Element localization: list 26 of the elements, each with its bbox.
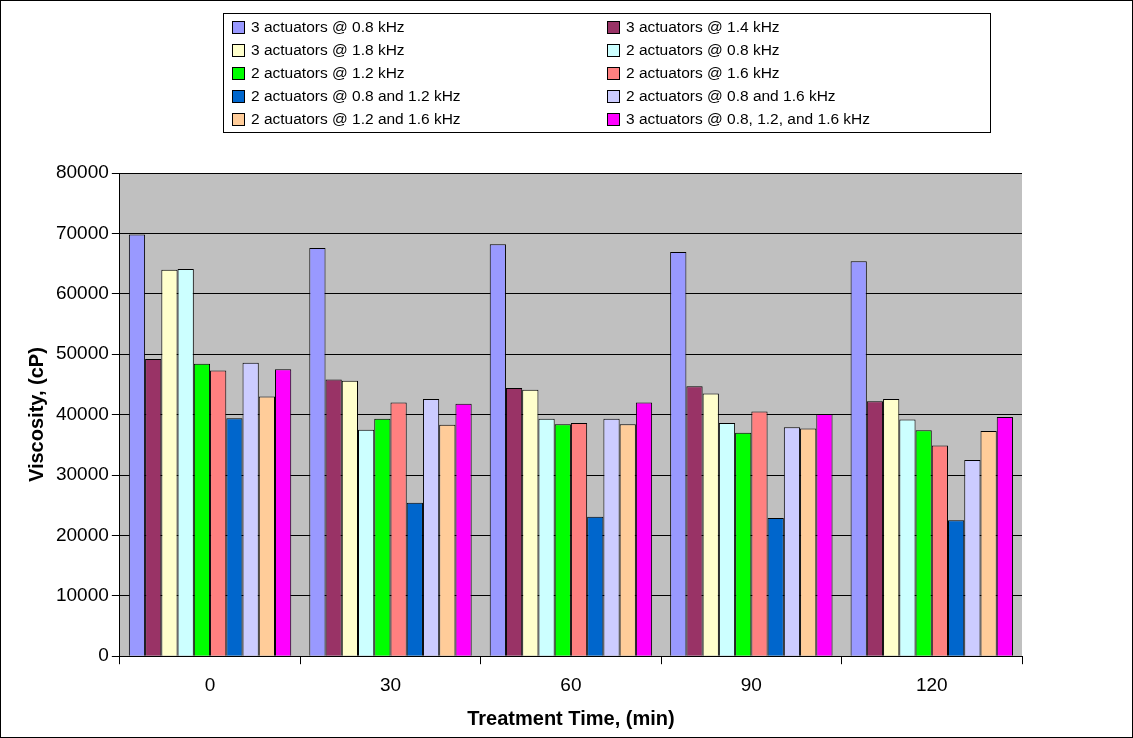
legend-label: 3 actuators @ 0.8 kHz: [251, 18, 405, 36]
legend-label: 2 actuators @ 0.8 kHz: [626, 41, 780, 59]
y-tick-label: 30000: [55, 463, 109, 485]
y-tick-label: 70000: [55, 221, 109, 243]
legend-label: 2 actuators @ 1.2 kHz: [251, 64, 405, 82]
legend-label: 3 actuators @ 1.8 kHz: [251, 41, 405, 59]
x-tick-label: 60: [560, 673, 582, 695]
legend-label: 2 actuators @ 1.2 and 1.6 kHz: [251, 110, 461, 128]
legend-label: 2 actuators @ 0.8 and 1.2 kHz: [251, 87, 461, 105]
legend-label: 3 actuators @ 1.4 kHz: [626, 18, 780, 36]
x-tick-label: 120: [915, 673, 948, 695]
y-tick-label: 60000: [55, 282, 109, 304]
y-tick-label: 0: [98, 644, 109, 666]
y-axis-title: Viscosity, (cP): [24, 347, 47, 483]
y-tick-label: 10000: [55, 584, 109, 606]
x-axis-title: Treatment Time, (min): [467, 706, 675, 729]
y-tick-label: 80000: [55, 161, 109, 183]
x-tick-label: 90: [740, 673, 762, 695]
legend-label: 2 actuators @ 1.6 kHz: [626, 64, 780, 82]
y-tick-label: 20000: [55, 523, 109, 545]
legend-label: 3 actuators @ 0.8, 1.2, and 1.6 kHz: [626, 110, 871, 128]
x-tick-label: 0: [204, 673, 216, 695]
legend-label: 2 actuators @ 0.8 and 1.6 kHz: [626, 87, 836, 105]
y-tick-label: 50000: [55, 342, 109, 364]
x-tick-label: 30: [379, 673, 402, 695]
y-tick-label: 40000: [55, 402, 109, 424]
